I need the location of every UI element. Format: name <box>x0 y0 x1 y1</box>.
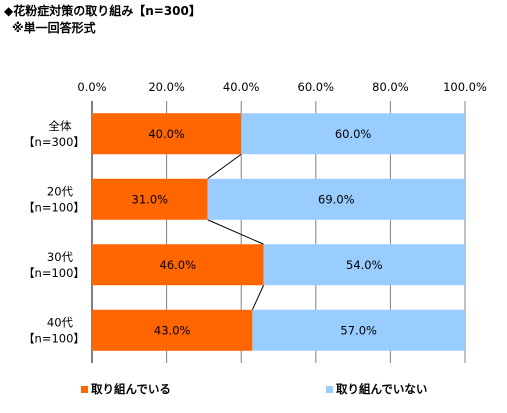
series-line-0 <box>207 153 242 180</box>
data-label-series-1-1: 31.0% <box>132 192 169 206</box>
series-line-2 <box>251 285 265 310</box>
legend-label-series-1: 取り組んでいる <box>91 382 171 396</box>
bar-series-2-3 <box>252 309 465 351</box>
legend-swatch-series-1 <box>81 385 88 393</box>
x-tick-label-0: 0.0% <box>77 80 106 94</box>
chart-title: ◆花粉症対策の取り組み【n=300】 <box>4 4 201 18</box>
legend-item-series-2: 取り組んでいない <box>326 381 427 397</box>
bar-series-1-1 <box>92 178 208 220</box>
series-line-1 <box>207 219 264 245</box>
data-label-series-1-2: 46.0% <box>160 258 197 272</box>
data-label-series-2-2: 54.0% <box>346 258 383 272</box>
bar-series-1-3 <box>92 309 253 351</box>
bar-series-2-2 <box>263 244 465 286</box>
legend-swatch-series-2 <box>326 385 333 393</box>
x-tick-label-5: 100.0% <box>443 80 487 94</box>
data-label-series-2-3: 57.0% <box>340 323 377 337</box>
x-tick-label-4: 80.0% <box>372 80 409 94</box>
category-n-label-3: 【n=100】 <box>23 331 85 345</box>
data-label-series-1-3: 43.0% <box>154 323 191 337</box>
category-n-label-2: 【n=100】 <box>23 266 85 280</box>
category-n-label-1: 【n=100】 <box>23 200 85 214</box>
data-label-series-2-1: 69.0% <box>318 192 355 206</box>
data-label-series-2-0: 60.0% <box>335 127 372 141</box>
bar-series-1-0 <box>92 113 242 155</box>
x-tick-label-2: 40.0% <box>223 80 260 94</box>
category-n-label-0: 【n=300】 <box>23 135 85 149</box>
category-label-1: 20代 <box>47 184 74 198</box>
bar-series-2-1 <box>207 178 465 220</box>
category-label-2: 30代 <box>47 250 74 264</box>
bar-series-2-0 <box>241 113 465 155</box>
legend-item-series-1: 取り組んでいる <box>81 381 171 397</box>
category-label-0: 全体 <box>49 119 72 133</box>
bar-series-1-2 <box>92 244 264 286</box>
legend-label-series-2: 取り組んでいない <box>336 382 428 396</box>
chart-subtitle: ※単一回答形式 <box>12 21 96 35</box>
x-tick-label-3: 60.0% <box>298 80 335 94</box>
data-label-series-1-0: 40.0% <box>148 127 185 141</box>
category-label-3: 40代 <box>47 315 74 329</box>
x-tick-label-1: 20.0% <box>148 80 185 94</box>
